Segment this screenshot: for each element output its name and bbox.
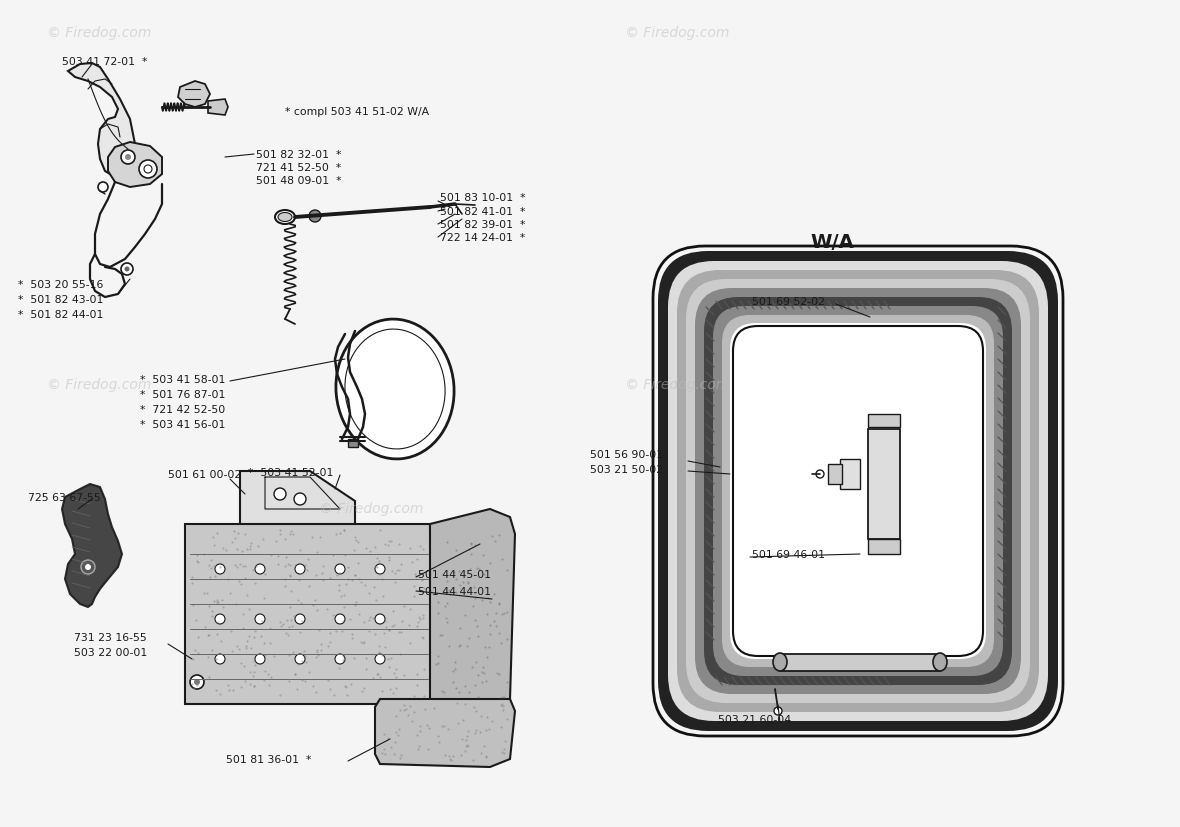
Text: 503 41 72-01  *: 503 41 72-01 * — [63, 57, 148, 67]
Circle shape — [335, 654, 345, 664]
Text: *  501 82 44-01: * 501 82 44-01 — [18, 309, 104, 319]
Circle shape — [295, 654, 304, 664]
Text: © Firedog.com: © Firedog.com — [47, 378, 151, 392]
Circle shape — [125, 267, 130, 272]
FancyBboxPatch shape — [713, 307, 1003, 676]
Text: 501 44 44-01: 501 44 44-01 — [418, 586, 491, 596]
Polygon shape — [348, 439, 358, 447]
Polygon shape — [430, 509, 514, 704]
Circle shape — [125, 155, 131, 160]
Circle shape — [215, 614, 225, 624]
Ellipse shape — [278, 213, 291, 222]
Text: 501 82 41-01  *: 501 82 41-01 * — [440, 207, 525, 217]
Polygon shape — [68, 64, 135, 178]
Text: W/A: W/A — [809, 232, 854, 251]
Circle shape — [295, 564, 304, 574]
Text: © Firedog.com: © Firedog.com — [625, 26, 729, 41]
Ellipse shape — [336, 320, 454, 459]
Text: 501 44 45-01: 501 44 45-01 — [418, 569, 491, 579]
Circle shape — [274, 489, 286, 500]
Text: *  503 41 56-01: * 503 41 56-01 — [140, 419, 225, 429]
Circle shape — [255, 614, 266, 624]
Text: 501 61 00-02: 501 61 00-02 — [168, 470, 241, 480]
Polygon shape — [185, 524, 448, 704]
Text: 725 63 67-55: 725 63 67-55 — [28, 492, 100, 502]
FancyBboxPatch shape — [695, 289, 1021, 694]
Circle shape — [375, 654, 385, 664]
Polygon shape — [178, 82, 210, 108]
Text: 503 21 60-04: 503 21 60-04 — [717, 715, 791, 724]
Text: 501 56 90-01: 501 56 90-01 — [590, 449, 663, 460]
Circle shape — [817, 471, 824, 479]
Circle shape — [294, 494, 306, 505]
FancyBboxPatch shape — [658, 251, 1058, 731]
Text: *  503 41 58-01: * 503 41 58-01 — [140, 375, 225, 385]
Circle shape — [375, 614, 385, 624]
Circle shape — [215, 564, 225, 574]
Text: *  721 42 52-50: * 721 42 52-50 — [140, 404, 225, 414]
Polygon shape — [840, 460, 860, 490]
Circle shape — [774, 707, 782, 715]
Circle shape — [255, 564, 266, 574]
Text: *  501 82 43-01: * 501 82 43-01 — [18, 294, 104, 304]
Text: 501 83 10-01  *: 501 83 10-01 * — [440, 193, 525, 203]
FancyBboxPatch shape — [668, 261, 1048, 721]
Circle shape — [375, 564, 385, 574]
Circle shape — [335, 614, 345, 624]
FancyBboxPatch shape — [722, 316, 994, 667]
Circle shape — [122, 151, 135, 165]
Text: © Firedog.com: © Firedog.com — [319, 502, 422, 516]
Circle shape — [295, 614, 304, 624]
Circle shape — [309, 211, 321, 222]
Text: *  503 20 55-16: * 503 20 55-16 — [18, 280, 104, 289]
Circle shape — [98, 183, 109, 193]
Text: 503 21 50-02: 503 21 50-02 — [590, 465, 663, 475]
Circle shape — [215, 654, 225, 664]
Polygon shape — [240, 471, 355, 528]
Circle shape — [255, 654, 266, 664]
Circle shape — [144, 165, 152, 174]
Text: 501 82 39-01  *: 501 82 39-01 * — [440, 220, 525, 230]
Text: 501 69 52-02: 501 69 52-02 — [752, 297, 825, 307]
Text: © Firedog.com: © Firedog.com — [47, 26, 151, 41]
Ellipse shape — [275, 211, 295, 225]
Text: 722 14 24-01  *: 722 14 24-01 * — [440, 232, 525, 242]
Text: 721 41 52-50  *: 721 41 52-50 * — [256, 163, 341, 173]
Ellipse shape — [773, 653, 787, 672]
Circle shape — [81, 561, 96, 574]
Text: 501 82 32-01  *: 501 82 32-01 * — [256, 150, 341, 160]
Text: * compl 503 41 51-02 W/A: * compl 503 41 51-02 W/A — [286, 107, 430, 117]
Text: 503 22 00-01: 503 22 00-01 — [74, 648, 148, 657]
Polygon shape — [868, 539, 900, 554]
Text: 501 69 46-01: 501 69 46-01 — [752, 549, 825, 559]
Ellipse shape — [933, 653, 948, 672]
Polygon shape — [828, 465, 843, 485]
FancyBboxPatch shape — [677, 270, 1040, 712]
Polygon shape — [868, 429, 900, 539]
Circle shape — [85, 564, 91, 571]
Polygon shape — [109, 143, 162, 188]
Circle shape — [190, 675, 204, 689]
Circle shape — [335, 564, 345, 574]
FancyBboxPatch shape — [686, 280, 1030, 703]
Circle shape — [122, 264, 133, 275]
FancyBboxPatch shape — [704, 298, 1012, 686]
Polygon shape — [208, 100, 228, 116]
Polygon shape — [375, 699, 514, 767]
Text: *  501 76 87-01: * 501 76 87-01 — [140, 390, 225, 399]
Circle shape — [139, 160, 157, 179]
Text: 501 81 36-01  *: 501 81 36-01 * — [227, 754, 312, 764]
Polygon shape — [63, 485, 122, 607]
Text: *  503 41 52-01: * 503 41 52-01 — [248, 467, 334, 477]
Polygon shape — [868, 414, 900, 428]
FancyBboxPatch shape — [730, 323, 986, 659]
Circle shape — [194, 679, 199, 686]
Text: 501 48 09-01  *: 501 48 09-01 * — [256, 176, 341, 186]
Polygon shape — [780, 654, 940, 672]
Text: 731 23 16-55: 731 23 16-55 — [74, 632, 146, 643]
Text: © Firedog.com: © Firedog.com — [625, 378, 729, 392]
